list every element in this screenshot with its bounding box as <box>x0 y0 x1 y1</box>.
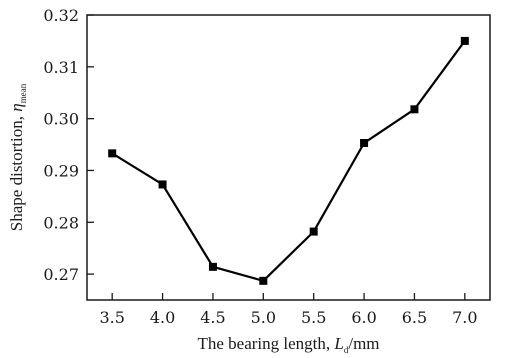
x-tick-label: 4.0 <box>150 308 175 327</box>
x-tick-label: 4.5 <box>200 308 225 327</box>
y-tick-label: 0.29 <box>43 161 79 180</box>
x-tick-label: 5.5 <box>301 308 326 327</box>
y-tick-label: 0.28 <box>43 213 79 232</box>
y-tick-label: 0.32 <box>43 6 79 25</box>
y-axis-title-main: Shape distortion, <box>7 112 26 231</box>
plot-area <box>86 14 491 301</box>
plot-frame <box>86 14 491 301</box>
y-axis-title-variable: η <box>7 103 26 111</box>
data-point-marker <box>410 105 419 114</box>
x-tick-label: 6.0 <box>351 308 376 327</box>
y-tick-label: 0.30 <box>43 110 79 129</box>
data-point-marker <box>360 138 369 147</box>
x-axis-title-subscript: d <box>344 345 349 355</box>
data-point-marker <box>108 149 117 158</box>
x-tick-label: 7.0 <box>452 308 477 327</box>
data-point-marker <box>158 180 167 189</box>
x-axis-title: The bearing length, Ld/mm <box>197 334 379 355</box>
x-axis-tick-labels: 3.5 4.0 4.5 5.0 5.5 6.0 6.5 7.0 <box>99 308 477 327</box>
x-axis-title-main: The bearing length, <box>197 334 334 353</box>
data-series <box>108 36 469 285</box>
data-point-marker <box>309 227 318 236</box>
data-point-marker <box>259 276 268 285</box>
y-axis-title: Shape distortion, ηmean <box>7 83 28 231</box>
y-axis-tick-labels: 0.27 0.28 0.29 0.30 0.31 0.32 <box>43 6 79 284</box>
data-point-marker <box>208 262 217 271</box>
y-tick-label: 0.27 <box>43 265 79 284</box>
data-point-marker <box>460 36 469 45</box>
y-axis-ticks <box>87 14 94 275</box>
x-axis-title-unit: /mm <box>348 334 379 353</box>
x-tick-label: 5.0 <box>251 308 276 327</box>
x-axis-ticks <box>111 293 466 300</box>
x-axis-title-variable: L <box>333 334 343 353</box>
series-line <box>111 40 466 282</box>
y-tick-label: 0.31 <box>43 58 79 77</box>
y-axis-title-subscript: mean <box>18 83 28 103</box>
x-tick-label: 6.5 <box>402 308 427 327</box>
x-tick-label: 3.5 <box>99 308 124 327</box>
